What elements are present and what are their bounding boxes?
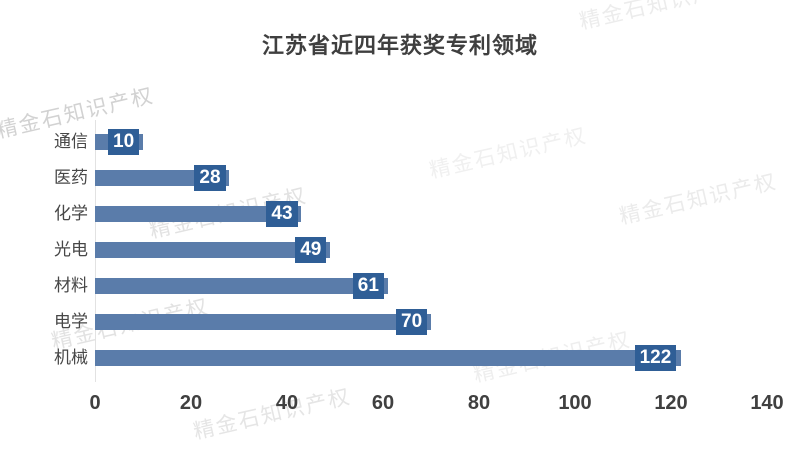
- value-label: 49: [295, 237, 327, 263]
- value-label: 10: [108, 129, 140, 155]
- x-tick-label: 20: [179, 392, 203, 414]
- value-label: 122: [634, 345, 677, 371]
- category-label: 材料: [54, 276, 88, 295]
- category-label: 通信: [54, 132, 88, 151]
- value-label: 43: [266, 201, 298, 227]
- category-label: 光电: [54, 240, 88, 259]
- x-tick-label: 120: [654, 392, 688, 414]
- chart-title: 江苏省近四年获奖专利领域: [261, 33, 538, 58]
- bar: [95, 314, 431, 330]
- x-tick-label: 100: [558, 392, 592, 414]
- value-label: 61: [352, 273, 384, 299]
- bar: [95, 278, 388, 294]
- value-label: 70: [396, 309, 428, 335]
- category-label: 机械: [54, 348, 88, 367]
- category-label: 电学: [54, 312, 88, 331]
- x-tick-label: 140: [750, 392, 784, 414]
- x-tick-label: 40: [275, 392, 299, 414]
- category-label: 医药: [54, 168, 88, 187]
- x-tick-label: 60: [371, 392, 395, 414]
- category-label: 化学: [54, 204, 88, 223]
- bar: [95, 242, 331, 258]
- value-label: 28: [194, 165, 226, 191]
- bar: [95, 206, 302, 222]
- x-tick-label: 0: [89, 392, 101, 414]
- x-tick-label: 80: [467, 392, 491, 414]
- bar: [95, 350, 681, 366]
